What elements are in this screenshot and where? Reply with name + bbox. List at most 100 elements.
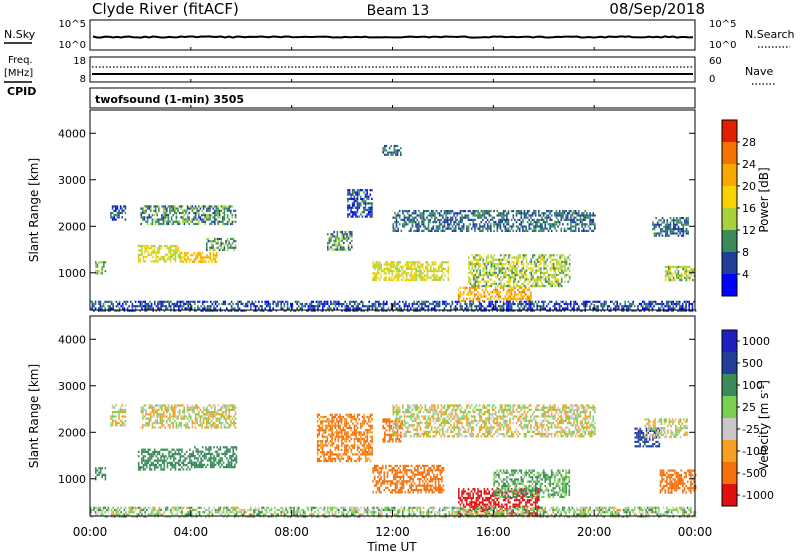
power-cell	[142, 207, 144, 210]
power-cell	[531, 229, 534, 232]
power-cell	[540, 274, 542, 277]
power-cell	[675, 302, 678, 306]
power-cell	[272, 307, 274, 310]
vel-cell	[188, 413, 190, 416]
power-cell	[524, 254, 526, 257]
power-cell	[450, 210, 452, 213]
power-cell	[109, 309, 111, 312]
vel-cell	[98, 471, 100, 474]
power-cell	[341, 237, 343, 240]
power-cell	[610, 300, 612, 303]
power-cell	[456, 302, 458, 306]
power-cell	[235, 309, 238, 312]
power-cell	[570, 305, 572, 308]
power-cell	[222, 242, 224, 245]
power-cell	[432, 302, 434, 306]
power-cell	[397, 307, 399, 310]
power-cell	[622, 307, 625, 310]
power-cell	[427, 223, 430, 226]
power-cell	[128, 309, 130, 312]
power-cell	[687, 219, 689, 222]
vel-cell	[216, 450, 218, 453]
power-cell	[418, 305, 420, 308]
vel-cell	[214, 411, 216, 414]
power-cell	[101, 261, 103, 264]
vel-cell	[210, 424, 213, 427]
power-cell	[428, 270, 430, 273]
power-cell	[162, 214, 165, 217]
power-cell	[395, 221, 398, 224]
power-cell	[341, 239, 343, 242]
power-cell	[223, 205, 226, 208]
power-cell	[664, 279, 667, 282]
power-cell	[574, 225, 577, 228]
power-cell	[453, 212, 455, 215]
vel-cell	[316, 442, 319, 445]
power-cell	[420, 274, 422, 277]
power-cell	[107, 300, 110, 303]
vel-cell	[96, 469, 99, 472]
power-cell	[578, 305, 580, 308]
power-cell	[327, 233, 329, 236]
power-cell	[115, 209, 117, 212]
vel-cell	[198, 413, 200, 416]
power-cell	[520, 269, 523, 272]
vel-cell	[207, 422, 210, 425]
power-cell	[488, 305, 490, 308]
power-cell	[323, 302, 326, 306]
power-cell	[413, 221, 415, 224]
vel-cell	[175, 404, 178, 407]
power-cell	[606, 307, 609, 310]
power-cell	[542, 300, 545, 303]
power-cell	[424, 210, 427, 213]
power-cell	[374, 309, 377, 312]
power-cell	[349, 230, 351, 234]
power-cell	[541, 276, 544, 279]
power-cell	[526, 212, 529, 215]
power-cell	[536, 280, 539, 283]
power-cell	[584, 229, 587, 232]
power-cell	[392, 225, 395, 228]
power-cell	[472, 223, 475, 226]
power-cell	[406, 305, 409, 308]
vel-cell	[141, 466, 143, 469]
power-cell	[320, 309, 322, 312]
power-cell	[137, 253, 140, 256]
vel-cell	[149, 464, 151, 467]
vel-cell	[174, 413, 176, 416]
power-cell	[616, 302, 618, 306]
power-cell	[152, 244, 154, 248]
power-cell	[205, 309, 207, 312]
power-cell	[392, 229, 395, 232]
power-cell	[193, 260, 196, 263]
power-cell	[261, 300, 263, 303]
power-cell	[155, 255, 158, 259]
power-cell	[224, 309, 226, 312]
power-cell	[195, 256, 197, 259]
power-cell	[254, 305, 257, 308]
power-cell	[201, 256, 204, 259]
power-cell	[454, 300, 457, 303]
power-cell	[663, 230, 665, 233]
power-cell	[534, 229, 537, 232]
power-cell	[677, 219, 680, 222]
power-cell	[594, 223, 596, 226]
power-cell	[533, 302, 535, 306]
power-cell	[357, 307, 359, 310]
vel-cell	[111, 406, 114, 409]
power-cell	[214, 211, 216, 215]
power-cell	[213, 307, 215, 310]
vel-cell	[233, 422, 235, 425]
power-cell	[676, 274, 678, 277]
vel-cell	[205, 457, 207, 460]
power-cell	[590, 218, 593, 221]
power-cell	[508, 276, 510, 279]
power-cell	[446, 212, 449, 215]
vel-cell	[175, 406, 178, 409]
power-cell	[396, 151, 399, 154]
power-cell	[214, 216, 216, 219]
power-cell	[502, 305, 505, 308]
vel-cell	[148, 417, 150, 420]
power-cell	[410, 276, 413, 279]
power-cell	[517, 309, 519, 312]
